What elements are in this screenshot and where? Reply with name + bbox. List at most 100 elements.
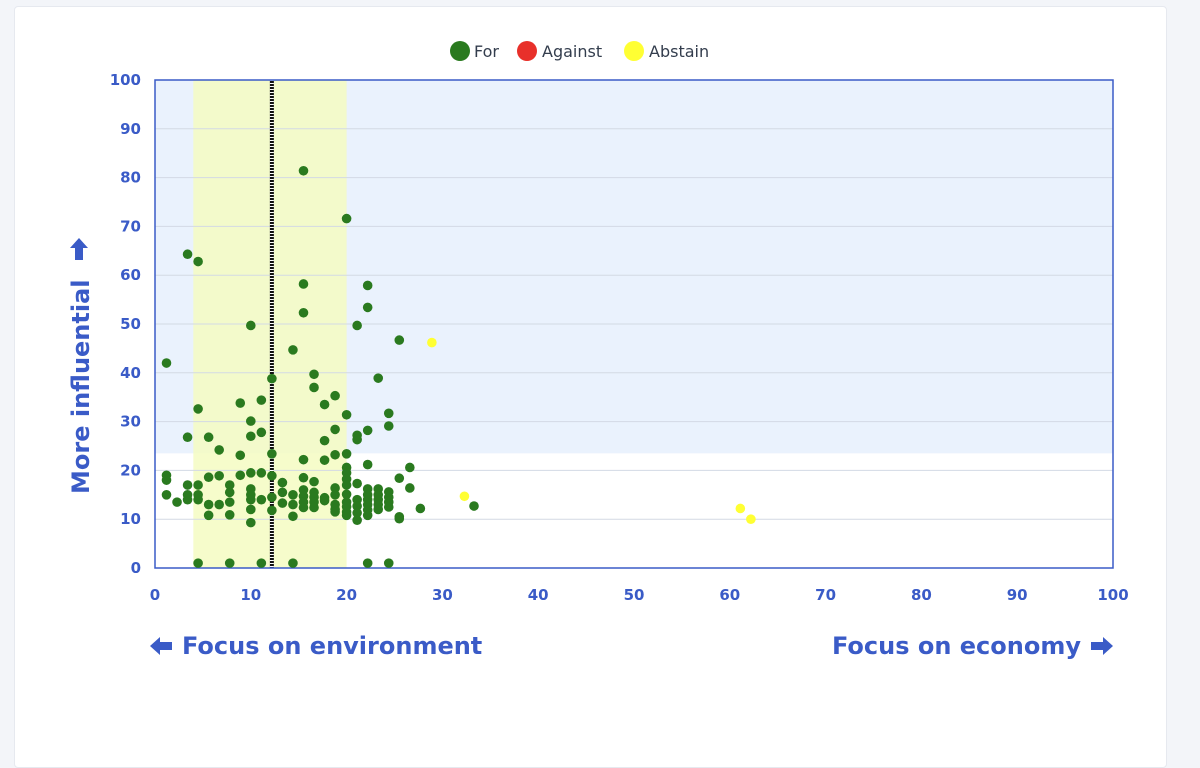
point-for[interactable] [298,279,309,289]
point-for[interactable] [405,483,415,493]
point-for[interactable] [469,501,479,511]
legend-item-for[interactable]: For [450,41,499,61]
point-for[interactable] [319,495,330,506]
point-for[interactable] [161,490,172,500]
point-for[interactable] [341,213,352,224]
point-for[interactable] [288,558,298,568]
point-for[interactable] [394,473,405,484]
point-for[interactable] [341,510,352,521]
point-for[interactable] [298,165,309,176]
point-for[interactable] [182,432,193,443]
point-for[interactable] [352,501,362,511]
point-for[interactable] [319,455,330,465]
point-for[interactable] [246,517,256,528]
point-for[interactable] [309,369,319,380]
point-for[interactable] [362,558,373,568]
legend-item-abstain[interactable]: Abstain [624,41,709,61]
legend-item-against[interactable]: Against [517,41,602,61]
point-for[interactable] [161,358,172,368]
point-for[interactable] [298,472,309,483]
point-for[interactable] [256,468,267,478]
point-for[interactable] [214,499,224,510]
point-for[interactable] [288,511,298,522]
point-for[interactable] [203,472,214,483]
point-for[interactable] [341,480,352,490]
point-for[interactable] [203,499,214,510]
point-for[interactable] [224,558,235,568]
point-for[interactable] [193,494,203,505]
point-for[interactable] [214,470,224,481]
point-for[interactable] [246,431,256,442]
point-for[interactable] [267,492,277,503]
point-for[interactable] [256,427,267,438]
point-for[interactable] [330,483,340,493]
point-for[interactable] [172,497,182,507]
point-for[interactable] [383,558,394,568]
point-for[interactable] [235,470,246,481]
point-abstain[interactable] [746,514,756,524]
point-for[interactable] [203,432,214,443]
point-for[interactable] [288,345,298,355]
point-for[interactable] [267,505,277,516]
point-for[interactable] [352,515,362,525]
point-for[interactable] [235,398,246,408]
point-for[interactable] [330,507,340,517]
point-for[interactable] [224,480,235,490]
point-for[interactable] [352,434,362,445]
point-for[interactable] [352,320,362,331]
point-for[interactable] [362,302,373,313]
point-for[interactable] [182,480,193,490]
point-for[interactable] [330,424,340,435]
point-for[interactable] [182,249,193,260]
point-for[interactable] [309,502,319,513]
point-for[interactable] [341,489,352,500]
point-for[interactable] [341,449,352,459]
point-for[interactable] [193,404,203,414]
point-for[interactable] [298,307,309,318]
point-for[interactable] [224,497,235,507]
point-for[interactable] [415,503,426,514]
point-for[interactable] [362,425,373,436]
point-for[interactable] [256,395,267,405]
point-for[interactable] [288,490,298,500]
point-for[interactable] [256,494,267,505]
point-for[interactable] [341,409,352,420]
point-for[interactable] [246,320,256,331]
point-for[interactable] [330,490,340,500]
point-for[interactable] [309,382,319,393]
point-for[interactable] [383,502,394,512]
point-for[interactable] [182,494,193,505]
point-for[interactable] [246,494,256,505]
point-for[interactable] [267,470,277,481]
point-for[interactable] [405,462,415,473]
point-for[interactable] [246,504,256,515]
point-for[interactable] [288,499,298,510]
point-for[interactable] [298,454,309,465]
point-for[interactable] [298,502,309,513]
point-for[interactable] [267,449,277,459]
point-abstain[interactable] [735,503,746,514]
point-for[interactable] [224,510,235,520]
point-for[interactable] [319,399,330,410]
point-for[interactable] [246,468,256,478]
point-for[interactable] [277,487,288,498]
point-for[interactable] [267,373,277,384]
point-for[interactable] [330,390,340,401]
point-for[interactable] [362,459,373,470]
point-for[interactable] [394,335,405,345]
point-for[interactable] [362,280,373,291]
point-for[interactable] [383,421,394,431]
point-for[interactable] [256,558,267,568]
point-for[interactable] [203,510,214,521]
point-for[interactable] [161,475,172,485]
point-for[interactable] [319,435,330,446]
point-for[interactable] [235,450,246,461]
point-for[interactable] [277,477,288,488]
point-for[interactable] [373,504,384,515]
point-for[interactable] [309,476,319,487]
point-for[interactable] [224,487,235,498]
point-for[interactable] [193,256,203,267]
point-for[interactable] [193,558,203,568]
point-for[interactable] [246,416,256,426]
point-for[interactable] [383,408,394,419]
